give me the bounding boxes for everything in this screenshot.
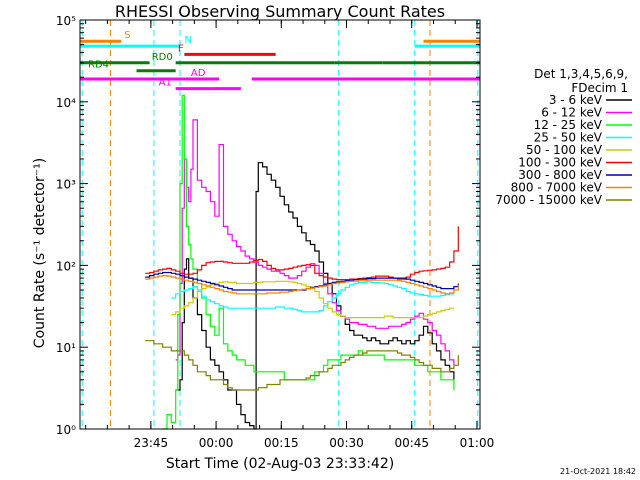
state-bar-label-s: S: [124, 30, 130, 41]
state-bar-label-f: F: [178, 43, 184, 54]
legend-header-line-1: Det 1,3,4,5,6,9,: [534, 67, 628, 81]
y-axis-label: Count Rate (s⁻¹ detector⁻¹): [32, 158, 48, 348]
legend-label-2: 6 - 12 keV: [541, 106, 603, 120]
legend-label-5: 50 - 100 keV: [526, 143, 603, 157]
x-tick-label-3: 00:15: [264, 436, 299, 450]
state-bars: S NF RD0 RD4 AD A1: [80, 30, 480, 91]
chart-title: RHESSI Observing Summary Count Rates: [115, 2, 445, 21]
series-line-8: [145, 275, 459, 295]
x-axis-label: Start Time (02-Aug-03 23:33:42): [166, 456, 394, 472]
series-line-3: [162, 94, 455, 430]
x-tick-label-5: 00:45: [394, 436, 429, 450]
y-tick-label-3: 10²: [56, 259, 76, 273]
state-bar-label-rd4: RD4: [88, 60, 109, 71]
state-bar-label-ad: AD: [191, 68, 206, 79]
footer-date: 21-Oct-2021 18:42: [560, 467, 636, 476]
legend-label-8: 800 - 7000 keV: [511, 181, 603, 195]
legend-header-line-2: FDecim 1: [571, 81, 628, 95]
series-line-1: [175, 162, 455, 430]
x-tick-label-1: 23:45: [134, 436, 169, 450]
y-tick-label-4: 10³: [56, 178, 76, 192]
x-tick-label-4: 00:30: [329, 436, 364, 450]
series-line-4: [171, 281, 455, 313]
plot-frame: [79, 19, 481, 430]
state-bar-label-a1: A1: [159, 78, 172, 89]
legend-label-6: 100 - 300 keV: [518, 156, 602, 170]
series-lines: [145, 94, 459, 430]
axes: 10⁰ 10¹ 10² 10³ 10⁴ 10⁵ 23:45 00:00 00:15 00:30 00…: [56, 14, 494, 450]
state-bar-label-n: N: [184, 35, 191, 46]
series-line-6: [145, 226, 459, 281]
series-line-2: [175, 119, 455, 366]
y-tick-label-2: 10¹: [56, 341, 76, 355]
y-tick-label-1: 10⁰: [56, 423, 76, 437]
plot-area: S NF RD0 RD4 AD A1 10⁰ 10¹ 10² 10³ 10⁴ 10⁵ 23:45 00:…: [56, 14, 494, 450]
legend-label-7: 300 - 800 keV: [518, 168, 602, 182]
state-bar-label-rd0: RD0: [152, 52, 173, 63]
legend-label-9: 7000 - 15000 keV: [495, 193, 602, 207]
legend-label-1: 3 - 6 keV: [549, 93, 603, 107]
legend-label-3: 12 - 25 keV: [534, 118, 603, 132]
x-tick-label-2: 00:00: [199, 436, 234, 450]
series-line-9: [145, 340, 459, 391]
x-tick-label-6: 01:00: [460, 436, 495, 450]
y-tick-label-5: 10⁴: [56, 96, 76, 110]
y-tick-label-6: 10⁵: [56, 14, 76, 28]
legend-label-4: 25 - 50 keV: [534, 131, 603, 145]
